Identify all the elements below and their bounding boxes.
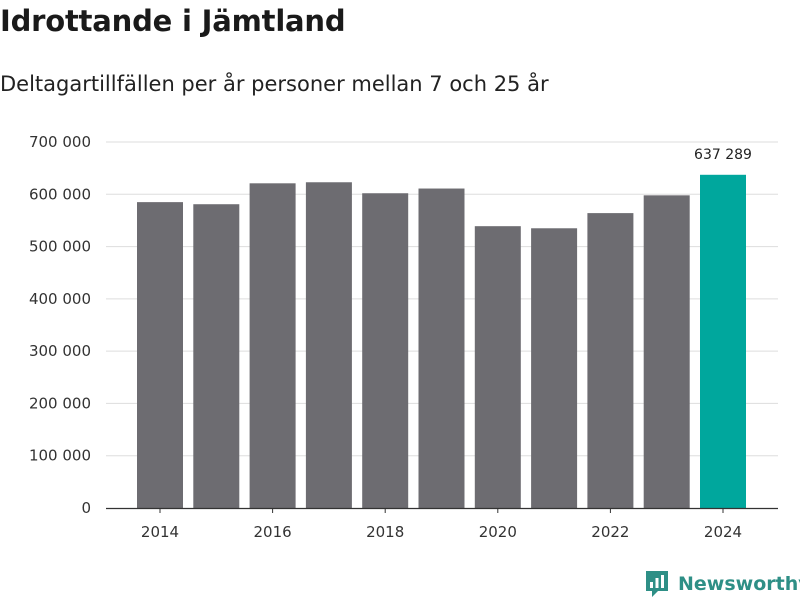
bar xyxy=(249,183,296,508)
data-label: 637 289 xyxy=(694,147,752,163)
newsworthy-logo: Newsworthy xyxy=(644,568,800,600)
x-tick-label: 2020 xyxy=(479,523,517,541)
y-tick-label: 600 000 xyxy=(29,185,91,203)
brand-name: Newsworthy xyxy=(678,573,800,595)
x-tick-label: 2018 xyxy=(366,523,404,541)
bar xyxy=(362,193,409,509)
bars xyxy=(137,174,746,509)
chart-subtitle: Deltagartillfällen per år personer mella… xyxy=(0,72,549,96)
bar xyxy=(474,226,521,508)
bar xyxy=(137,202,183,508)
x-tick-label: 2014 xyxy=(141,523,179,541)
bar xyxy=(531,228,578,508)
x-tick-label: 2024 xyxy=(704,523,742,541)
y-tick-label: 0 xyxy=(81,499,91,517)
bar-highlight xyxy=(700,174,746,509)
chart-title: Idrottande i Jämtland xyxy=(0,4,346,38)
x-tick-label: 2016 xyxy=(254,523,292,541)
labels: 0 100 000 200 000 300 000 400 000 500 000 600 … xyxy=(29,133,752,541)
bar xyxy=(587,213,634,508)
y-tick-label: 300 000 xyxy=(29,342,91,360)
y-tick-label: 700 000 xyxy=(29,133,91,151)
bar xyxy=(193,204,240,508)
bar xyxy=(643,195,690,508)
bar xyxy=(305,182,352,508)
newsworthy-icon xyxy=(646,571,668,597)
y-tick-label: 200 000 xyxy=(29,394,91,412)
y-tick-label: 400 000 xyxy=(29,290,91,308)
x-tick-label: 2022 xyxy=(591,523,629,541)
bar xyxy=(418,188,465,508)
axes xyxy=(106,507,778,513)
y-tick-label: 500 000 xyxy=(29,238,91,256)
y-tick-label: 100 000 xyxy=(29,447,91,465)
